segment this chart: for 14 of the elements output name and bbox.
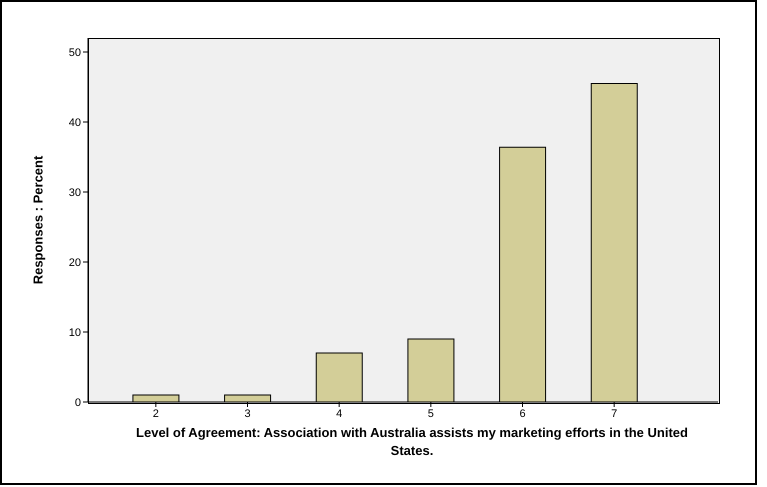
y-tick-label: 50 [68,46,81,59]
x-tick-label: 2 [152,408,159,420]
x-tick-label: 3 [244,408,251,420]
x-axis-title: Level of Agreement: Association with Australia assists my marketing efforts in the United States. [135,424,689,460]
y-tick-label: 20 [68,256,81,269]
x-tick-label: 6 [519,408,526,420]
x-tick-label: 4 [336,408,342,420]
y-tick-label: 0 [74,396,81,409]
x-tick-label: 7 [611,408,618,420]
y-axis-title: Responses : Percent [30,155,46,284]
y-tick-label: 40 [68,116,81,129]
y-tick-label: 10 [68,326,81,339]
y-tick-label: 30 [68,186,81,199]
x-tick-label: 5 [428,408,434,420]
